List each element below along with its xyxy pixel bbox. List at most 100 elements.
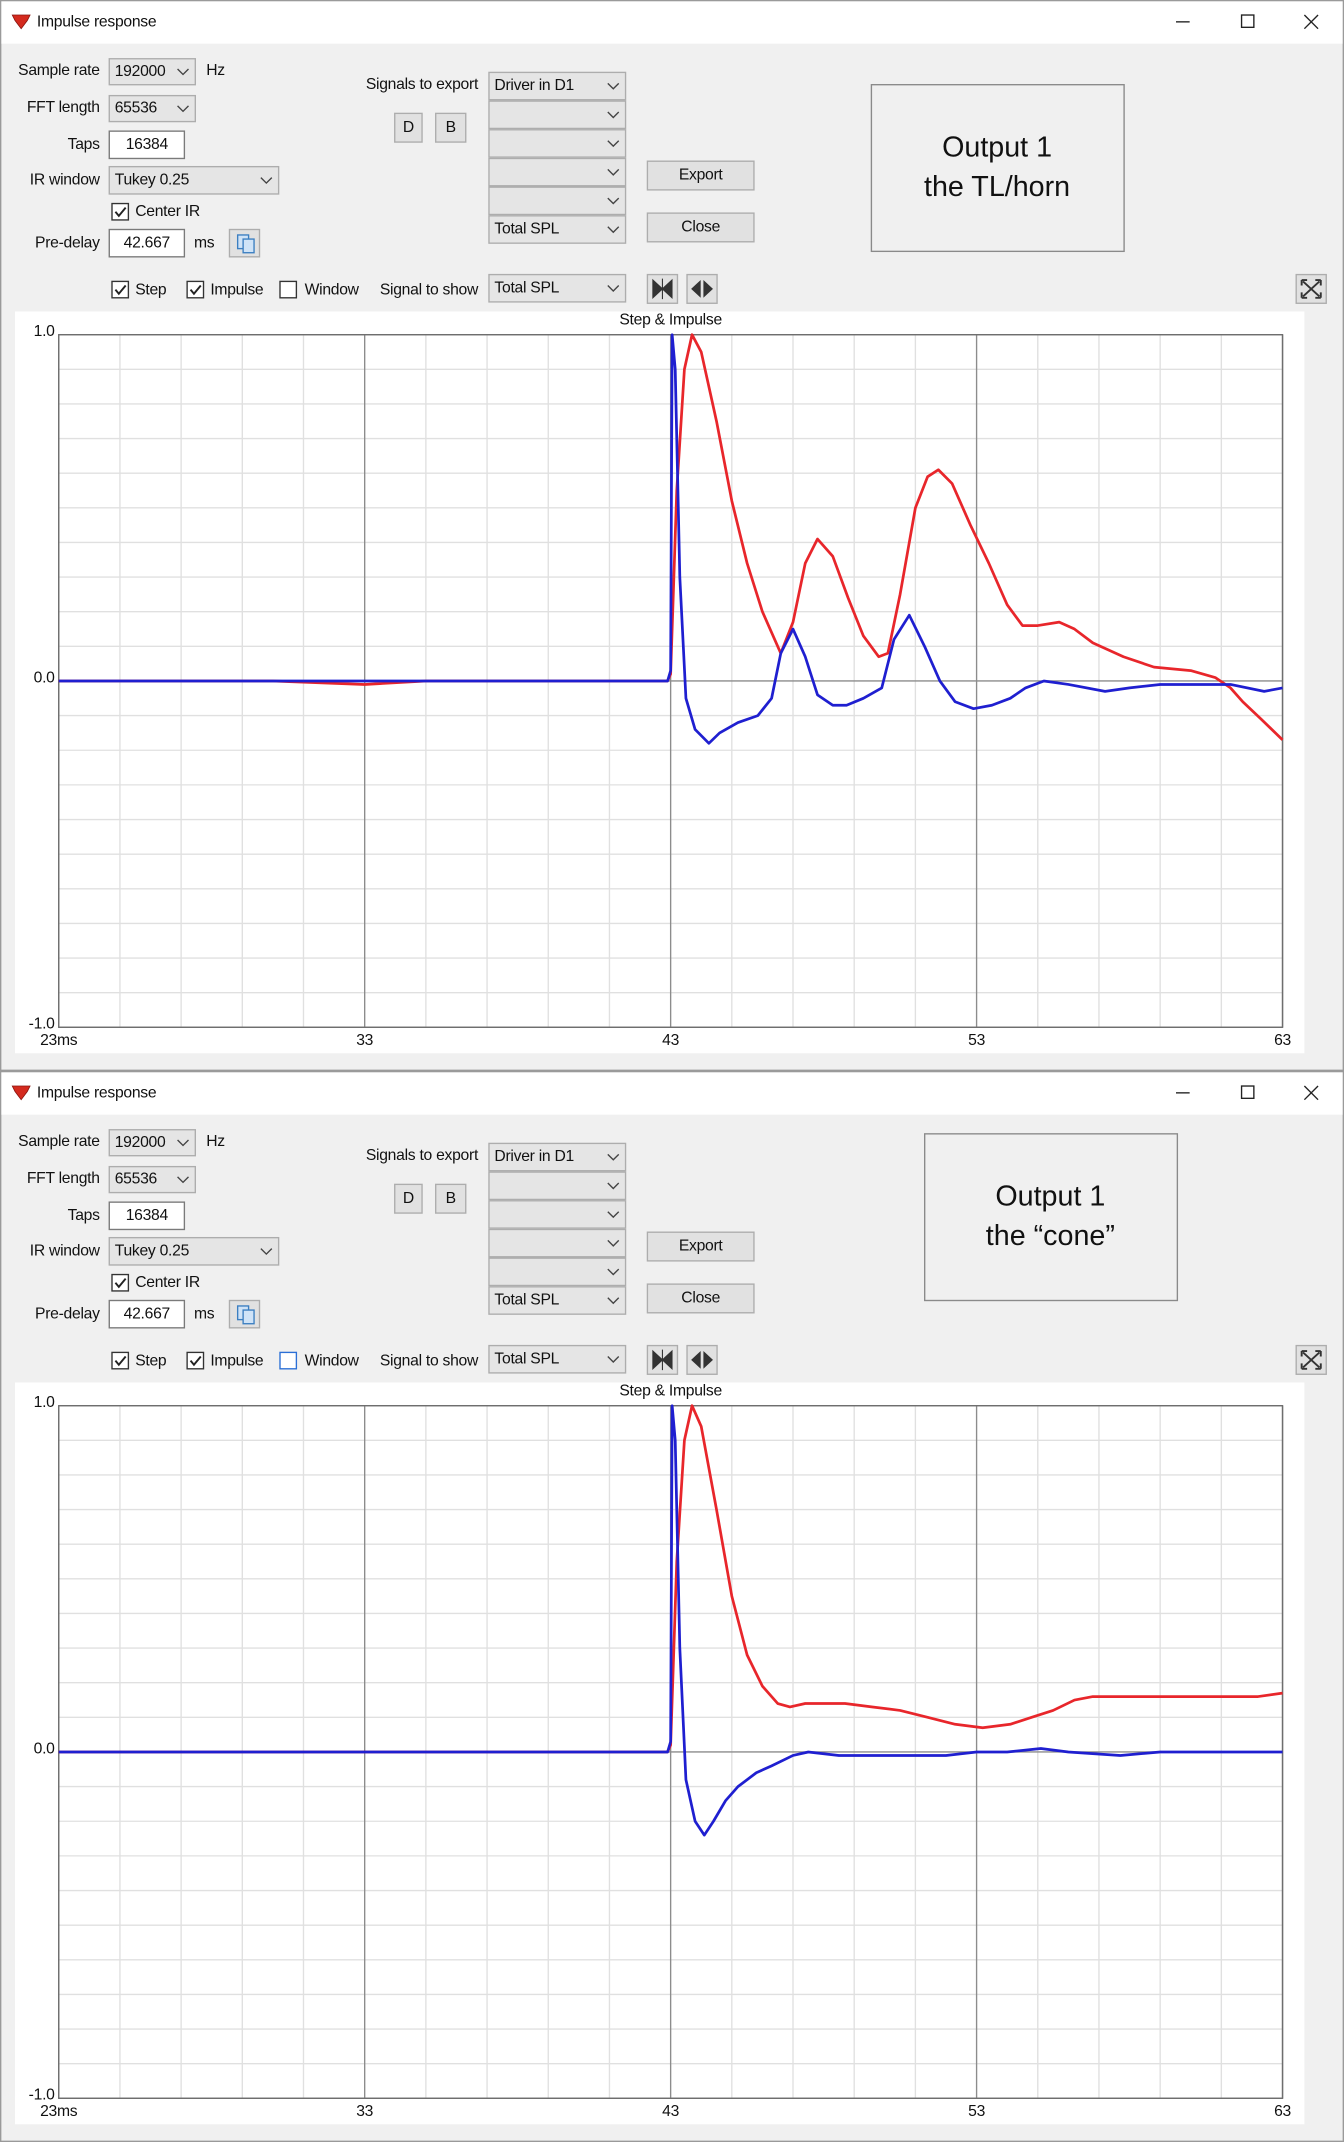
checkbox[interactable] xyxy=(111,1351,130,1370)
dropdown-arrow xyxy=(607,285,620,292)
label: Signals to export xyxy=(366,76,479,93)
combo-box[interactable]: 65536 xyxy=(108,1165,197,1194)
copy-button[interactable] xyxy=(228,1299,261,1329)
copy-button[interactable] xyxy=(228,228,261,258)
dropdown-arrow xyxy=(607,82,620,90)
combo-box[interactable] xyxy=(488,100,627,130)
label: Window xyxy=(305,1352,360,1369)
textbox-text: 16384 xyxy=(126,136,169,153)
combo-box[interactable]: Total SPL xyxy=(488,1286,627,1315)
shift-icon xyxy=(691,280,713,298)
dropdown-arrow xyxy=(607,140,620,148)
button[interactable]: Export xyxy=(646,1231,755,1262)
checkbox-box xyxy=(279,1351,298,1370)
button[interactable]: Close xyxy=(646,1283,755,1314)
combo-box[interactable]: 192000 xyxy=(108,1129,197,1157)
y-tick-label: 1.0 xyxy=(34,323,56,340)
button[interactable]: D xyxy=(394,1183,423,1214)
close-button[interactable] xyxy=(1303,14,1319,30)
combo-box[interactable] xyxy=(488,1257,627,1287)
combo-box[interactable]: Total SPL xyxy=(488,1344,627,1374)
checkmark xyxy=(114,207,127,218)
text-box[interactable]: 16384 xyxy=(108,130,186,160)
series-line xyxy=(58,1404,1283,1837)
combo-box[interactable]: Driver in D1 xyxy=(488,71,627,101)
combo-box[interactable]: Total SPL xyxy=(488,273,627,303)
checkbox-box xyxy=(186,280,205,299)
checkmark xyxy=(114,1278,127,1289)
checkmark xyxy=(114,284,127,296)
combo-box[interactable] xyxy=(488,129,627,158)
align-button[interactable] xyxy=(646,273,679,304)
combo-box[interactable] xyxy=(488,1200,627,1229)
fullscreen-icon xyxy=(1300,1350,1322,1370)
shift-button[interactable] xyxy=(686,1344,718,1375)
button[interactable]: Export xyxy=(646,160,755,191)
combo-box[interactable]: Driver in D1 xyxy=(488,1142,627,1172)
x-tick-label: 63 xyxy=(1274,1032,1291,1049)
label: FFT length xyxy=(27,1170,100,1187)
text-box[interactable]: 16384 xyxy=(108,1201,186,1231)
y-tick-label: 0.0 xyxy=(34,1740,56,1757)
combo-text: 192000 xyxy=(115,1134,166,1151)
checkmark xyxy=(114,1355,127,1367)
legend-entry: Impulse xyxy=(210,281,264,298)
label: ms xyxy=(194,234,215,251)
maximize-button[interactable] xyxy=(1240,1085,1255,1100)
combo-box[interactable] xyxy=(488,186,627,216)
label: Hz xyxy=(206,62,225,79)
combo-text: Total SPL xyxy=(494,1350,559,1367)
checkbox-box xyxy=(111,1273,130,1292)
combo-box[interactable]: Tukey 0.25 xyxy=(108,1236,280,1266)
checkbox-box xyxy=(186,1351,205,1370)
button-text: D xyxy=(403,119,414,136)
fullscreen-button[interactable] xyxy=(1295,1344,1327,1375)
checkbox[interactable] xyxy=(186,1351,205,1370)
combo-box[interactable] xyxy=(488,157,627,187)
fullscreen-button[interactable] xyxy=(1295,273,1327,304)
combo-box[interactable] xyxy=(488,1171,627,1201)
checkbox[interactable] xyxy=(186,280,205,299)
note-line: Output 1 xyxy=(942,131,1052,163)
button[interactable]: D xyxy=(394,112,423,143)
dropdown-arrow xyxy=(607,111,620,119)
combo-box[interactable]: 65536 xyxy=(108,94,197,123)
button[interactable]: B xyxy=(435,112,467,143)
combo-box[interactable]: Total SPL xyxy=(488,215,627,244)
checkbox[interactable] xyxy=(279,1351,298,1370)
label: FFT length xyxy=(27,99,100,116)
legend-entry: Step xyxy=(135,1352,167,1369)
checkbox[interactable] xyxy=(279,280,298,299)
textbox-text: 16384 xyxy=(126,1207,169,1224)
copy-icon xyxy=(242,1309,255,1325)
combo-box[interactable]: 192000 xyxy=(108,58,197,86)
note-line: the “cone” xyxy=(986,1220,1115,1252)
note-box xyxy=(870,84,1125,253)
align-icon xyxy=(652,1349,673,1371)
dropdown-arrow xyxy=(177,1176,189,1184)
dropdown-arrow xyxy=(607,1356,620,1363)
button[interactable]: B xyxy=(435,1183,467,1214)
window: Impulse response Sample rate 192000 Hz FFT l… xyxy=(0,0,1344,1071)
chart-title: Step & Impulse xyxy=(619,1382,722,1399)
maximize-button[interactable] xyxy=(1240,14,1255,29)
text-box[interactable]: 42.667 xyxy=(108,228,186,258)
shift-button[interactable] xyxy=(686,273,718,304)
combo-frame xyxy=(488,186,627,216)
combo-box[interactable]: Tukey 0.25 xyxy=(108,165,280,195)
checkbox[interactable] xyxy=(111,1273,130,1292)
combo-frame xyxy=(488,1171,627,1201)
checkbox[interactable] xyxy=(111,280,130,299)
align-button[interactable] xyxy=(646,1344,679,1375)
legend-entry: Step xyxy=(135,281,167,298)
x-tick-label: 23ms xyxy=(40,1032,78,1049)
combo-frame xyxy=(108,165,280,195)
close-button[interactable] xyxy=(1303,1085,1319,1101)
note-line: Output 1 xyxy=(995,1181,1105,1213)
text-box[interactable]: 42.667 xyxy=(108,1299,186,1329)
combo-box[interactable] xyxy=(488,1228,627,1258)
checkbox[interactable] xyxy=(111,202,130,221)
button[interactable]: Close xyxy=(646,212,755,243)
label: Hz xyxy=(206,1133,225,1150)
button-face xyxy=(394,112,423,143)
